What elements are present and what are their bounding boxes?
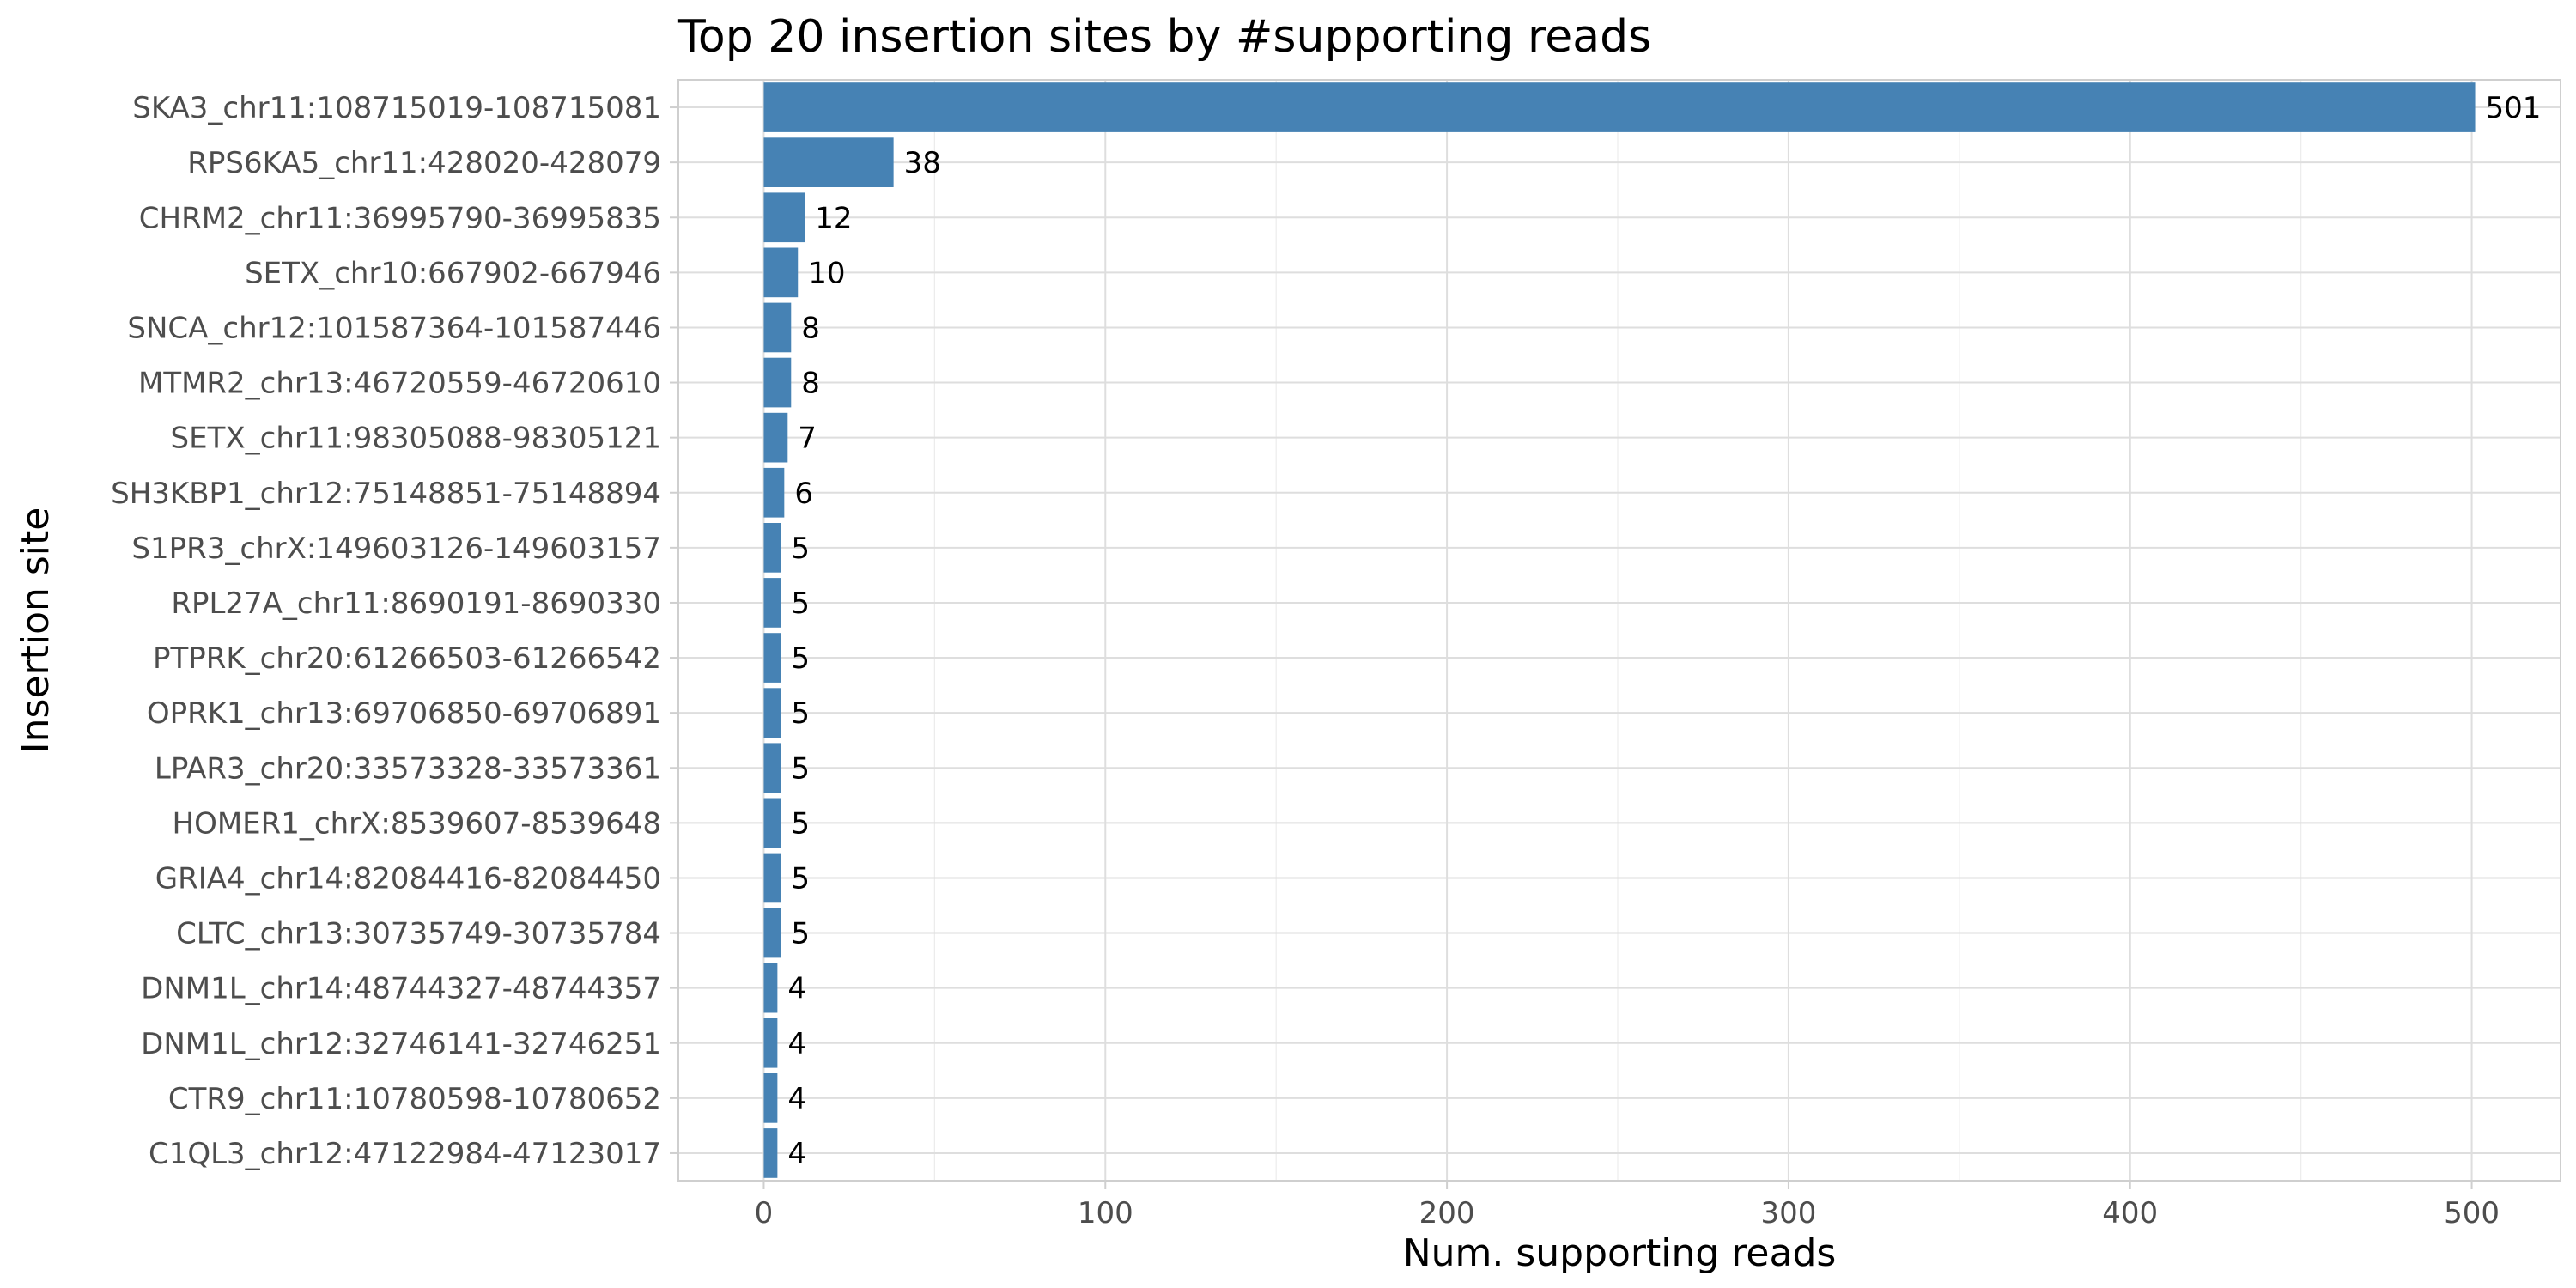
y-tick-label: SETX_chr11:98305088-98305121 [171,422,661,456]
y-tick-label: MTMR2_chr13:46720559-46720610 [138,367,661,401]
bar [763,963,778,1013]
bar [763,578,781,628]
bar-value-label: 5 [791,586,810,621]
y-tick-label: OPRK1_chr13:69706850-69706891 [147,696,661,731]
bar-value-label: 5 [791,751,810,786]
bar [763,302,792,353]
bar-value-label: 4 [787,1137,806,1171]
bar-value-label: 38 [904,146,941,180]
y-tick-label: DNM1L_chr12:32746141-32746251 [141,1027,661,1061]
y-tick-label: CHRM2_chr11:36995790-36995835 [139,201,661,235]
bar-value-label: 8 [801,311,820,345]
bar [763,412,788,463]
x-tick-label: 500 [2444,1196,2500,1230]
bar [763,357,792,408]
y-tick-label: DNM1L_chr14:48744327-48744357 [141,972,661,1006]
plot-panel-border [677,79,2561,1182]
y-tick-label: GRIA4_chr14:82084416-82084450 [155,861,661,896]
bar [763,633,781,683]
bar [763,467,785,518]
bar-value-label: 8 [801,367,820,401]
x-tick-label: 400 [2102,1196,2158,1230]
bars [763,82,2476,1178]
y-tick-label: SNCA_chr12:101587364-101587446 [127,311,661,345]
y-axis-ticks: SKA3_chr11:108715019-108715081 RPS6KA5_ch… [111,91,678,1171]
bar-value-label: 12 [815,201,852,235]
bar-value-label: 5 [791,532,810,566]
y-tick-label: SETX_chr10:667902-667946 [245,256,661,290]
bar [763,82,2476,132]
y-axis-title: Insertion site [14,507,58,754]
grid [678,80,2561,1181]
y-tick-label: LPAR3_chr20:33573328-33573361 [155,751,661,786]
y-tick-label: S1PR3_chrX:149603126-149603157 [131,532,661,566]
bar [763,743,781,793]
bar [763,688,781,738]
bar [763,853,781,903]
bar-value-label: 5 [791,806,810,841]
y-tick-label: CLTC_chr13:30735749-30735784 [176,917,661,951]
bar [763,523,781,573]
x-tick-label: 100 [1078,1196,1133,1230]
y-tick-label: RPS6KA5_chr11:428020-428079 [187,146,661,180]
data-labels: 501 38 12 10 8 8 7 6 5 5 5 5 5 5 5 5 4 4 4 4 [787,91,2541,1171]
bar-value-label: 4 [787,1082,806,1116]
y-tick-label: RPL27A_chr11:8690191-8690330 [171,586,661,621]
y-tick-label: C1QL3_chr12:47122984-47123017 [149,1137,661,1171]
x-tick-label: 300 [1760,1196,1816,1230]
chart-title: Top 20 insertion sites by #supporting re… [677,11,1651,63]
x-tick-label: 200 [1419,1196,1475,1230]
bar-value-label: 4 [787,1027,806,1061]
bar-value-label: 5 [791,861,810,896]
bar-value-label: 5 [791,696,810,731]
bar [763,908,781,958]
bar-value-label: 7 [798,422,817,456]
bar [763,798,781,848]
bar [763,137,894,187]
y-tick-label: CTR9_chr11:10780598-10780652 [168,1082,661,1116]
bar [763,192,805,243]
y-tick-label: HOMER1_chrX:8539607-8539648 [173,806,661,841]
bar-value-label: 4 [787,972,806,1006]
y-tick-label: PTPRK_chr20:61266503-61266542 [153,641,661,676]
bar [763,247,799,298]
bar-value-label: 5 [791,917,810,951]
y-tick-label: SH3KBP1_chr12:75148851-75148894 [111,477,661,511]
bar-value-label: 501 [2486,91,2542,125]
y-tick-label: SKA3_chr11:108715019-108715081 [132,91,661,125]
bar [763,1018,778,1068]
x-axis-ticks: 0 100 200 300 400 500 [755,1181,2500,1230]
x-axis-title: Num. supporting reads [1403,1231,1837,1275]
bar-value-label: 5 [791,641,810,676]
bar [763,1073,778,1123]
x-tick-label: 0 [755,1196,774,1230]
bar-value-label: 6 [794,477,813,511]
bar-value-label: 10 [808,256,845,290]
bar [763,1128,778,1178]
